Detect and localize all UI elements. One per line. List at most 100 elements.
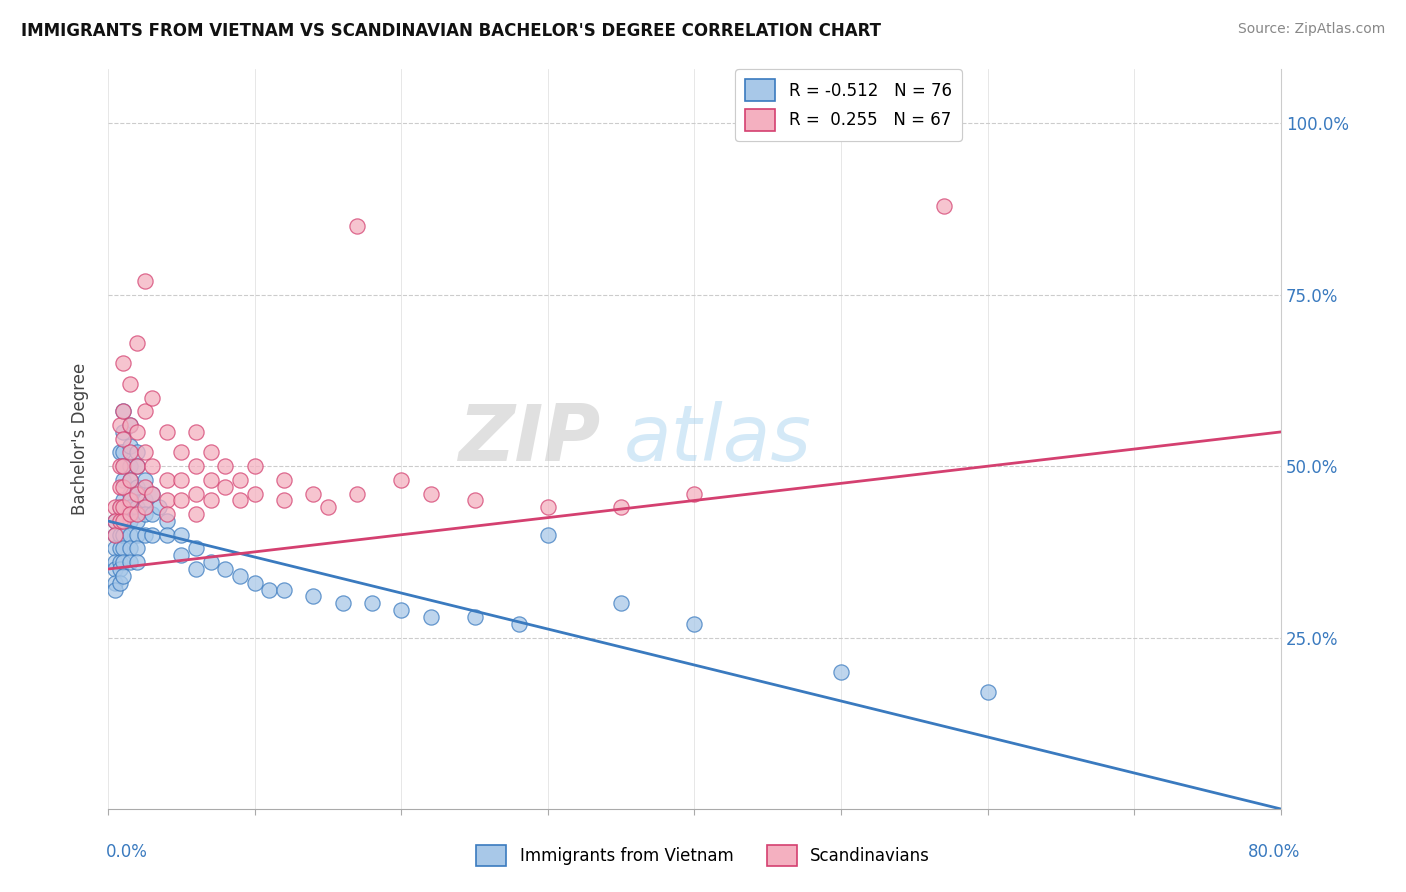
Point: [214, 459, 236, 474]
Point: [118, 514, 141, 528]
Point: [127, 459, 149, 474]
Point: [111, 555, 134, 569]
Y-axis label: Bachelor's Degree: Bachelor's Degree: [72, 363, 89, 515]
Point: [127, 514, 149, 528]
Point: [932, 199, 955, 213]
Point: [104, 514, 127, 528]
Point: [302, 486, 325, 500]
Point: [108, 555, 131, 569]
Point: [273, 493, 295, 508]
Point: [104, 562, 127, 576]
Point: [118, 527, 141, 541]
Text: 0.0%: 0.0%: [105, 843, 148, 861]
Point: [243, 486, 266, 500]
Point: [111, 459, 134, 474]
Point: [141, 486, 163, 500]
Point: [134, 527, 156, 541]
Point: [683, 616, 706, 631]
Point: [111, 493, 134, 508]
Point: [259, 582, 281, 597]
Point: [134, 274, 156, 288]
Point: [111, 514, 134, 528]
Point: [111, 356, 134, 370]
Point: [104, 514, 127, 528]
Point: [134, 480, 156, 494]
Point: [134, 473, 156, 487]
Point: [104, 555, 127, 569]
Point: [118, 459, 141, 474]
Point: [156, 473, 179, 487]
Point: [156, 425, 179, 439]
Point: [118, 486, 141, 500]
Point: [104, 575, 127, 590]
Point: [118, 500, 141, 515]
Point: [214, 480, 236, 494]
Point: [111, 425, 134, 439]
Point: [134, 500, 156, 515]
Text: ZIP: ZIP: [458, 401, 600, 476]
Point: [273, 473, 295, 487]
Point: [118, 555, 141, 569]
Point: [156, 507, 179, 521]
Point: [134, 404, 156, 418]
Point: [118, 493, 141, 508]
Point: [141, 486, 163, 500]
Point: [111, 541, 134, 556]
Point: [127, 541, 149, 556]
Point: [111, 500, 134, 515]
Legend: Immigrants from Vietnam, Scandinavians: Immigrants from Vietnam, Scandinavians: [468, 837, 938, 875]
Point: [170, 549, 193, 563]
Point: [156, 514, 179, 528]
Point: [200, 555, 222, 569]
Point: [141, 391, 163, 405]
Point: [200, 473, 222, 487]
Point: [118, 376, 141, 391]
Point: [184, 562, 207, 576]
Point: [118, 418, 141, 433]
Point: [108, 459, 131, 474]
Point: [141, 527, 163, 541]
Point: [127, 335, 149, 350]
Point: [316, 500, 339, 515]
Point: [104, 527, 127, 541]
Point: [118, 439, 141, 453]
Point: [127, 425, 149, 439]
Point: [134, 445, 156, 459]
Point: [302, 590, 325, 604]
Point: [127, 480, 149, 494]
Point: [170, 445, 193, 459]
Point: [108, 562, 131, 576]
Point: [464, 493, 486, 508]
Point: [229, 493, 252, 508]
Point: [111, 445, 134, 459]
Point: [156, 527, 179, 541]
Text: 80.0%: 80.0%: [1249, 843, 1301, 861]
Point: [118, 507, 141, 521]
Point: [108, 575, 131, 590]
Point: [127, 507, 149, 521]
Point: [332, 596, 354, 610]
Point: [108, 418, 131, 433]
Point: [118, 445, 141, 459]
Point: [127, 459, 149, 474]
Point: [141, 459, 163, 474]
Point: [537, 527, 560, 541]
Point: [127, 445, 149, 459]
Text: Source: ZipAtlas.com: Source: ZipAtlas.com: [1237, 22, 1385, 37]
Point: [111, 507, 134, 521]
Legend: R = -0.512   N = 76, R =  0.255   N = 67: R = -0.512 N = 76, R = 0.255 N = 67: [735, 70, 962, 141]
Point: [111, 527, 134, 541]
Point: [537, 500, 560, 515]
Point: [111, 473, 134, 487]
Point: [127, 555, 149, 569]
Point: [108, 514, 131, 528]
Point: [419, 610, 441, 624]
Point: [610, 596, 633, 610]
Point: [148, 500, 170, 515]
Point: [111, 404, 134, 418]
Point: [108, 527, 131, 541]
Point: [111, 480, 134, 494]
Point: [104, 541, 127, 556]
Point: [419, 486, 441, 500]
Point: [361, 596, 384, 610]
